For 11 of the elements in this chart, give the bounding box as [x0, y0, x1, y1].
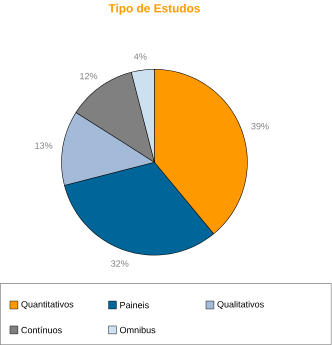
legend-label: Omnibus	[120, 326, 156, 334]
legend-label: Qualitativos	[218, 300, 264, 310]
chart-title: Tipo de Estudos	[108, 4, 200, 15]
data-label: 32%	[111, 260, 129, 267]
legend-label: Contínuos	[22, 326, 62, 334]
data-label: 12%	[80, 72, 98, 80]
legend-label: Quantitativos	[22, 300, 74, 310]
legend-label: Paineis	[120, 302, 150, 308]
data-label: 39%	[252, 122, 269, 130]
data-label: 4%	[134, 53, 147, 60]
data-label: 13%	[36, 142, 53, 149]
